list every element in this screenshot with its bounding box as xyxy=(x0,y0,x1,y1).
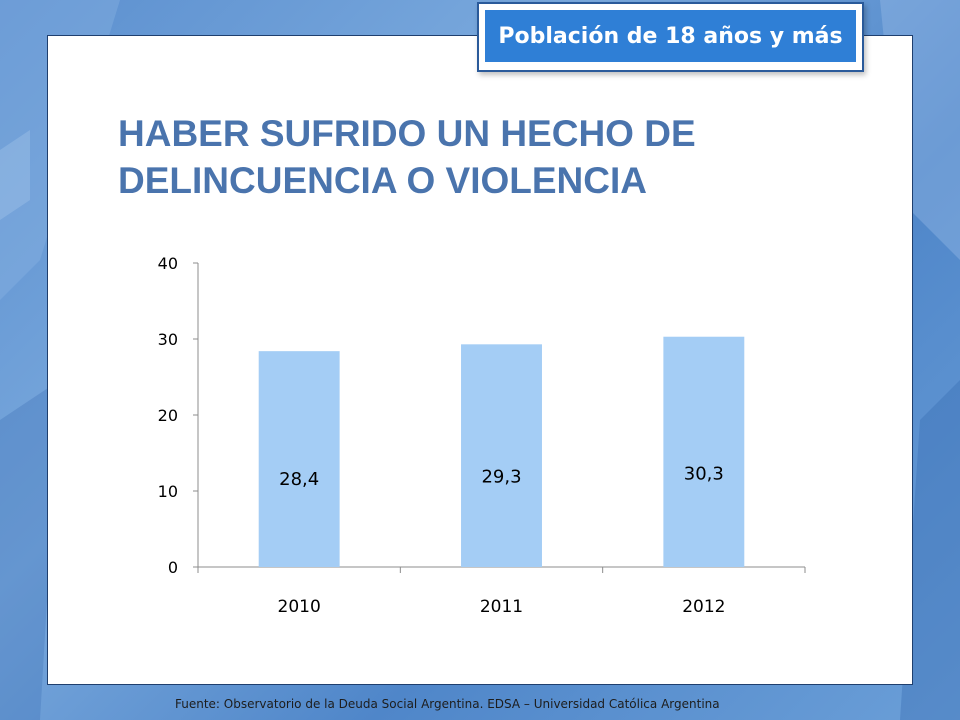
y-tick-label: 10 xyxy=(158,482,178,501)
data-label-2011: 29,3 xyxy=(481,466,521,487)
chart-title-line-2: DELINCUENCIA O VIOLENCIA xyxy=(118,160,647,201)
data-label-2012: 30,3 xyxy=(684,463,724,484)
x-tick-label-2010: 2010 xyxy=(278,597,321,617)
y-tick-label: 30 xyxy=(158,330,178,349)
chart-title: HABER SUFRIDO UN HECHO DE DELINCUENCIA O… xyxy=(118,110,818,204)
x-tick-label-2011: 2011 xyxy=(480,597,523,617)
bar-2011 xyxy=(461,344,542,567)
population-badge-label: Población de 18 años y más xyxy=(485,10,856,62)
bar-2010 xyxy=(258,351,340,567)
source-footnote: Fuente: Observatorio de la Deuda Social … xyxy=(175,697,720,711)
y-tick-label: 0 xyxy=(168,558,178,577)
data-label-2010: 28,4 xyxy=(279,469,319,490)
y-tick-label: 20 xyxy=(158,406,178,425)
bar-2012 xyxy=(663,336,745,567)
x-tick-label-2012: 2012 xyxy=(682,597,725,617)
chart-title-line-1: HABER SUFRIDO UN HECHO DE xyxy=(118,113,696,154)
population-badge: Población de 18 años y más xyxy=(477,2,864,72)
y-tick-label: 40 xyxy=(158,254,178,273)
